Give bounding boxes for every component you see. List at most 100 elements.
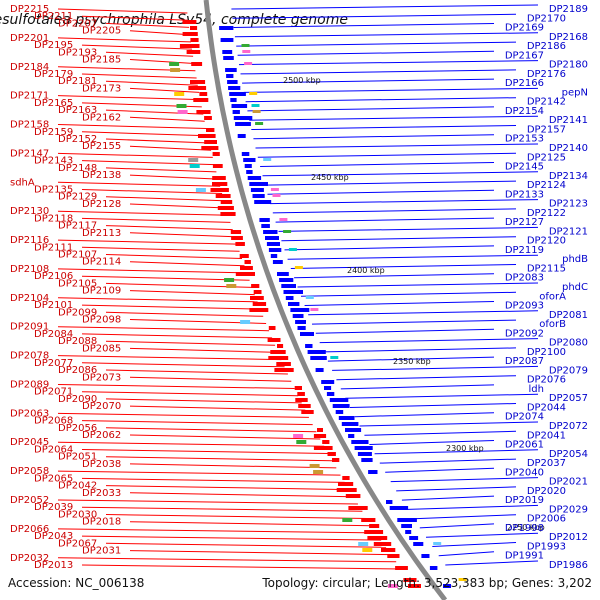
leader-line (284, 245, 495, 251)
leader-line (129, 30, 191, 36)
reverse-gene-block (326, 392, 335, 396)
gene-label: DP2170 (527, 13, 566, 24)
gene-label: DP2030 (58, 510, 97, 521)
gene-label: DP2189 (549, 4, 588, 15)
leader-line (105, 167, 217, 173)
forward-gene-block (301, 410, 314, 414)
leader-line (419, 523, 495, 529)
reverse-gene-block (321, 380, 335, 384)
forward-gene-block (387, 554, 400, 558)
leader-line (81, 333, 273, 339)
reverse-gene-block (341, 422, 359, 426)
leader-line (129, 521, 372, 527)
leader-line (57, 470, 341, 476)
reverse-gene-block (405, 530, 412, 534)
reverse-gene-block (232, 110, 240, 114)
gene-label: DP2092 (505, 328, 544, 339)
gene-label: DP2148 (58, 163, 97, 174)
reverse-gene-block (315, 368, 324, 372)
leader-line (57, 181, 221, 187)
forward-gene-block (298, 404, 311, 408)
forward-gene-block (212, 164, 223, 168)
gene-label: DP2154 (505, 106, 544, 117)
leader-line (245, 97, 517, 103)
gene-label: DP2045 (10, 437, 49, 448)
gene-label: DP2085 (82, 343, 121, 354)
forward-gene-block (336, 488, 357, 492)
leader-line (247, 106, 495, 112)
forward-gene-block (179, 44, 200, 48)
misc-feature-block (313, 470, 324, 474)
gene-label: DP2186 (527, 41, 566, 52)
gene-label: DP2068 (34, 416, 73, 427)
forward-gene-block (313, 434, 327, 438)
reverse-gene-block (290, 308, 310, 312)
reverse-gene-block (228, 86, 241, 90)
gene-label: DP2091 (10, 322, 49, 333)
forward-gene-block (403, 578, 417, 582)
reverse-gene-block (324, 386, 332, 390)
gene-label: DP2152 (58, 134, 97, 145)
genome-backbone-arc (203, 0, 448, 600)
reverse-gene-block (409, 536, 419, 540)
leader-line (340, 384, 495, 390)
leader-line (272, 208, 517, 214)
reverse-gene-block (244, 164, 252, 168)
gene-label: DP2083 (505, 273, 544, 284)
forward-gene-block (373, 542, 392, 546)
misc-feature-block (176, 104, 187, 108)
forward-gene-block (217, 206, 234, 210)
gene-label: DP2185 (82, 55, 121, 66)
gene-label: DP2070 (82, 401, 121, 412)
misc-feature-block (263, 158, 272, 161)
leader-line (105, 311, 264, 317)
leader-line (233, 23, 495, 28)
forward-gene-block (294, 386, 302, 390)
leader-line (105, 398, 302, 404)
gene-label: DP2167 (505, 50, 544, 61)
misc-feature-block (358, 542, 369, 546)
gene-label: DP2020 (527, 486, 566, 497)
gene-label: DP2181 (58, 76, 97, 87)
reverse-gene-block (249, 182, 268, 186)
leader-line (81, 217, 231, 223)
leader-line (81, 44, 193, 50)
gene-label: DP2021 (549, 477, 588, 488)
reverse-gene-block (443, 584, 451, 588)
leader-line (300, 291, 517, 297)
misc-feature-block (249, 92, 258, 95)
leader-line (275, 217, 495, 223)
leader-line (262, 171, 539, 177)
gene-label: DP2074 (505, 412, 544, 423)
reverse-gene-block (389, 506, 409, 510)
leader-line (57, 37, 192, 43)
gene-label: DP2071 (34, 387, 73, 398)
leader-line (57, 8, 188, 14)
reverse-gene-block (357, 452, 372, 456)
gene-label: DP2080 (549, 338, 588, 349)
reverse-gene-block (300, 332, 314, 336)
leader-line (236, 41, 517, 47)
gene-label: DP2057 (549, 393, 588, 404)
gene-label: DP2171 (10, 91, 49, 102)
reverse-gene-block (229, 92, 246, 96)
leader-line (129, 290, 255, 296)
misc-feature-block (251, 104, 260, 107)
reverse-gene-block (281, 284, 296, 288)
misc-feature-block (174, 92, 185, 96)
gene-label: DP2101 (34, 300, 73, 311)
leader-line (290, 264, 517, 269)
leader-line (81, 189, 223, 194)
reverse-gene-block (429, 566, 438, 570)
reverse-gene-block (226, 74, 234, 78)
gene-label: DP2013 (34, 560, 73, 571)
forward-gene-block (186, 50, 201, 54)
gene-label: DP2118 (34, 213, 73, 224)
leader-line (105, 254, 243, 259)
gene-label: DP2040 (505, 467, 544, 478)
misc-feature-block (177, 110, 188, 114)
gene-label: DP2073 (82, 372, 121, 383)
forward-gene-block (239, 254, 249, 258)
forward-gene-block (240, 266, 253, 270)
gene-label: DP2115 (527, 264, 566, 275)
